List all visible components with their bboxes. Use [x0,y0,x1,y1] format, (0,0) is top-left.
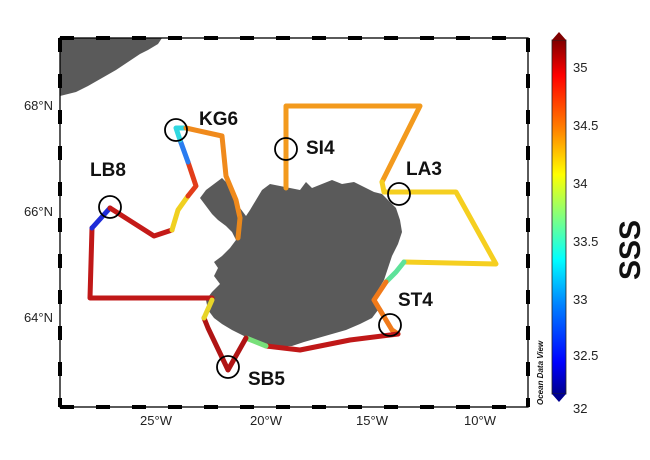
track-leg-kg6-south [185,159,199,199]
lon-tick-label: 25°W [140,413,173,428]
track-leg-kg6-blue [177,137,191,165]
colorbar-tick-label: 33.5 [573,234,598,249]
lon-tick-label: 15°W [356,413,389,428]
colorbar-top-cap [552,32,566,40]
colorbar-title: SSS [614,220,647,280]
station-label: SI4 [306,138,335,159]
colorbar-ticks: 35 34.5 34 33.5 33 32.5 32 [573,60,598,416]
station-label: LB8 [90,160,126,181]
colorbar-tick-label: 33 [573,292,587,307]
track-leg-reykjanes [201,297,215,321]
colorbar-tick-label: 32 [573,401,587,416]
lat-tick-label: 64°N [24,310,53,325]
lon-tick-label: 10°W [464,413,497,428]
longitude-axis: 25°W 20°W 15°W 10°W [140,413,497,428]
lat-tick-label: 66°N [24,204,53,219]
lat-tick-label: 68°N [24,98,53,113]
station-marker [216,355,240,379]
station-kg6[interactable]: KG6 [164,109,238,142]
station-marker [378,313,402,337]
iceland-landmass [200,178,402,346]
station-marker [164,118,188,142]
track-leg-lb8-east [107,205,175,239]
station-label: LA3 [406,159,442,180]
station-label: ST4 [398,290,433,311]
colorbar-tick-label: 35 [573,60,587,75]
track-leg-si4 [283,103,423,191]
station-lb8[interactable]: LB8 [90,160,126,219]
latitude-axis: 68°N 66°N 64°N [24,98,53,325]
colorbar-bottom-cap [552,394,566,402]
track-leg-east-box [379,179,499,267]
track-leg-north-coast [235,215,243,241]
colorbar-tick-label: 34.5 [573,118,598,133]
station-sb5[interactable]: SB5 [216,355,285,390]
station-marker [98,195,122,219]
greenland-landmass [60,38,162,96]
station-si4[interactable]: SI4 [274,137,335,161]
map-content [60,38,499,373]
track-leg-south-coast-green [243,335,269,349]
track-leg-sb5 [201,315,249,373]
lon-tick-label: 20°W [250,413,283,428]
track-leg-south-coast [263,331,401,353]
colorbar-gradient [551,39,567,395]
track-leg-lb8-west [89,205,113,231]
frame-dash-marks [58,36,530,409]
station-la3[interactable]: LA3 [387,159,442,206]
station-st4[interactable]: ST4 [378,290,433,337]
colorbar-tick-label: 34 [573,176,587,191]
track-leg-east-coast [383,259,407,285]
track-leg-kg6-cyan [173,125,189,143]
station-marker [387,182,411,206]
station-marker [274,137,298,161]
station-label: SB5 [248,369,285,390]
track-leg-southwest [87,225,215,301]
colorbar-tick-label: 32.5 [573,348,598,363]
colorbar: 35 34.5 34 33.5 33 32.5 32 SSS [551,32,647,416]
stations: LB8 KG6 SI4 LA3 ST4 SB5 [90,109,442,390]
odv-credit: Ocean Data View [536,340,545,405]
cruise-track [87,103,499,373]
track-leg-westfjords [169,193,191,233]
station-label: KG6 [199,109,238,130]
track-leg-kg6-east [183,125,243,221]
